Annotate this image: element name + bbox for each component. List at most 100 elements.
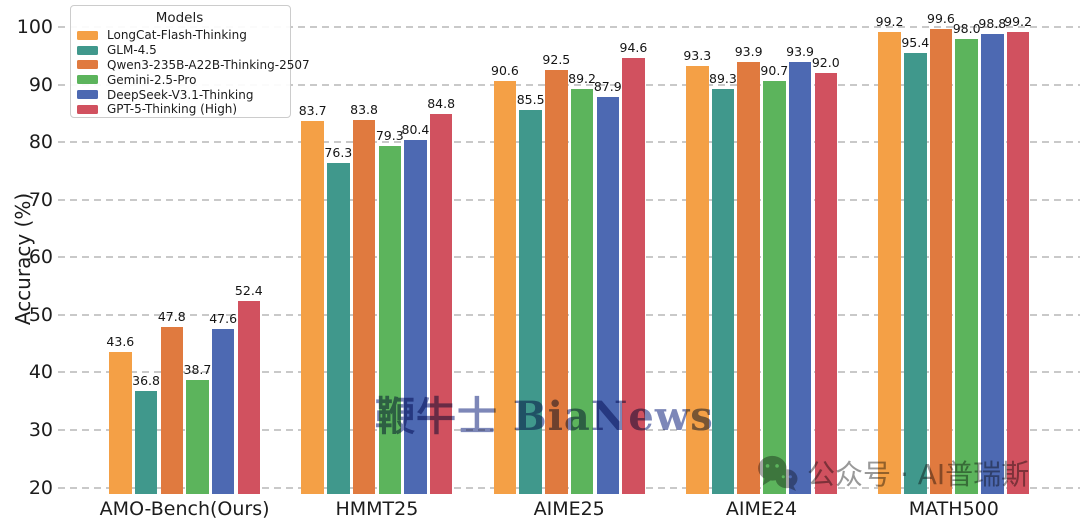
bar-value-label: 93.3 [683, 47, 712, 63]
gridline-20 [58, 486, 1080, 489]
bar-GLM-4.5-HMMT25 [327, 163, 350, 494]
gridline-40 [58, 371, 1080, 374]
gridline-90 [58, 83, 1080, 86]
bar-value-label: 99.2 [875, 13, 904, 29]
watermark-bottom-right: 公众号 · AI普瑞斯 [757, 453, 1029, 493]
x-tick-label-AIME25: AIME25 [533, 498, 605, 519]
bar-Qwen3-235B-A22B-Thinking-2507-AIME25 [545, 70, 568, 494]
watermark-bottom-right-text: 公众号 · AI普瑞斯 [807, 458, 1030, 491]
bar-GLM-4.5-AIME25 [519, 110, 542, 494]
y-tick-label: 40 [28, 361, 53, 384]
gridline-70 [58, 198, 1080, 201]
bar-LongCat-Flash-Thinking-AMO-Bench(Ours) [109, 351, 132, 494]
bar-Qwen3-235B-A22B-Thinking-2507-MATH500 [929, 29, 953, 494]
bar-value-label: 76.3 [324, 145, 353, 161]
bar-Gemini-2.5-Pro-HMMT25 [378, 146, 401, 494]
legend-label: LongCat-Flash-Thinking [107, 28, 247, 43]
bar-DeepSeek-V3.1-Thinking-MATH500 [981, 33, 1004, 494]
bar-value-label: 98.0 [952, 20, 981, 36]
bar-Gemini-2.5-Pro-AMO-Bench(Ours) [186, 379, 209, 494]
legend-swatch [77, 104, 98, 114]
bar-Qwen3-235B-A22B-Thinking-2507-HMMT25 [352, 120, 376, 494]
gridline-80 [58, 141, 1080, 144]
legend-item: DeepSeek-V3.1-Thinking [77, 87, 282, 102]
bar-GPT-5-Thinking (High)-MATH500 [1006, 31, 1030, 494]
bar-GLM-4.5-MATH500 [904, 53, 927, 494]
x-tick-label-AMO-Bench(Ours): AMO-Bench(Ours) [99, 498, 270, 519]
legend-item: LongCat-Flash-Thinking [77, 28, 282, 43]
bar-value-label: 99.2 [1004, 13, 1032, 29]
bar-GLM-4.5-AMO-Bench(Ours) [134, 390, 158, 494]
bar-LongCat-Flash-Thinking-HMMT25 [301, 120, 324, 494]
gridline-30 [58, 428, 1080, 431]
bar-DeepSeek-V3.1-Thinking-AIME24 [788, 62, 812, 494]
legend-items: LongCat-Flash-Thinking GLM-4.5 Qwen3-235B-… [77, 28, 310, 117]
y-tick-label: 90 [28, 73, 53, 96]
bar-GPT-5-Thinking (High)-AMO-Bench(Ours) [237, 300, 261, 494]
bar-value-label: 95.4 [901, 35, 930, 51]
bar-value-label: 79.3 [375, 128, 404, 144]
bar-value-label: 94.6 [619, 40, 648, 56]
bar-value-label: 38.7 [183, 361, 212, 377]
bar-GPT-5-Thinking (High)-AIME24 [814, 73, 837, 494]
legend-label: GPT-5-Thinking (High) [107, 102, 238, 117]
y-tick-label: 20 [28, 476, 53, 499]
legend-swatch [77, 45, 98, 55]
bar-value-label: 98.8 [978, 15, 1007, 31]
gridline-50 [58, 313, 1080, 316]
bar-Gemini-2.5-Pro-MATH500 [955, 38, 978, 494]
bar-value-label: 83.7 [298, 102, 327, 118]
bar-value-label: 36.8 [132, 372, 160, 388]
watermark-bianews: 鞭牛士 BiaNews [375, 393, 714, 440]
bar-value-label: 92.0 [811, 55, 840, 71]
legend-swatch [77, 90, 98, 100]
bar-value-label: 47.8 [157, 309, 186, 325]
bar-value-label: 87.9 [593, 78, 622, 94]
bar-value-label: 85.5 [516, 92, 545, 108]
legend: Models LongCat-Flash-Thinking GLM-4.5 Qwen… [70, 5, 310, 118]
legend-label: Qwen3-235B-A22B-Thinking-2507 [107, 57, 310, 72]
x-tick-label-HMMT25: HMMT25 [335, 498, 419, 519]
x-tick-label-MATH500: MATH500 [908, 498, 999, 519]
legend-title: Models [155, 10, 204, 26]
bar-value-label: 93.9 [786, 44, 814, 60]
bar-GPT-5-Thinking (High)-AIME25 [622, 58, 645, 494]
y-tick-label: 60 [28, 246, 53, 269]
y-tick-label: 100 [16, 16, 53, 38]
y-tick-label: 50 [28, 303, 53, 326]
bar-value-label: 80.4 [401, 121, 430, 137]
bar-value-label: 83.8 [350, 102, 378, 118]
legend-label: Gemini-2.5-Pro [107, 72, 197, 87]
legend-item: Gemini-2.5-Pro [77, 72, 282, 87]
legend-item: GPT-5-Thinking (High) [77, 102, 282, 117]
bar-Gemini-2.5-Pro-AIME25 [570, 89, 594, 494]
bar-value-label: 89.3 [709, 70, 737, 86]
bar-DeepSeek-V3.1-Thinking-AIME25 [596, 96, 619, 494]
legend-item: GLM-4.5 [77, 43, 282, 58]
x-tick-label-AIME24: AIME24 [725, 498, 798, 519]
bar-value-label: 90.7 [760, 62, 789, 78]
bar-LongCat-Flash-Thinking-AIME25 [493, 81, 517, 494]
bar-GLM-4.5-AIME24 [711, 88, 735, 494]
bar-value-label: 99.6 [927, 11, 955, 27]
bar-Qwen3-235B-A22B-Thinking-2507-AIME24 [737, 62, 760, 494]
y-tick-label: 80 [28, 131, 53, 154]
bar-value-label: 92.5 [542, 52, 571, 68]
bar-LongCat-Flash-Thinking-AIME24 [686, 65, 709, 494]
wechat-icon [758, 455, 798, 492]
bar-value-label: 43.6 [106, 333, 135, 349]
bar-value-label: 93.9 [734, 44, 763, 60]
bar-Gemini-2.5-Pro-AIME24 [763, 80, 786, 494]
bar-value-label: 89.2 [568, 71, 596, 87]
bar-value-label: 52.4 [234, 282, 263, 298]
legend-swatch [77, 30, 98, 40]
bar-GPT-5-Thinking (High)-HMMT25 [429, 114, 453, 494]
bar-DeepSeek-V3.1-Thinking-AMO-Bench(Ours) [211, 328, 235, 494]
legend-item: Qwen3-235B-A22B-Thinking-2507 [77, 58, 310, 73]
legend-label: DeepSeek-V3.1-Thinking [107, 87, 254, 102]
y-tick-label: 30 [28, 418, 53, 441]
bar-DeepSeek-V3.1-Thinking-HMMT25 [404, 139, 427, 494]
bar-Qwen3-235B-A22B-Thinking-2507-AMO-Bench(Ours) [160, 327, 183, 494]
bar-LongCat-Flash-Thinking-MATH500 [878, 31, 901, 494]
